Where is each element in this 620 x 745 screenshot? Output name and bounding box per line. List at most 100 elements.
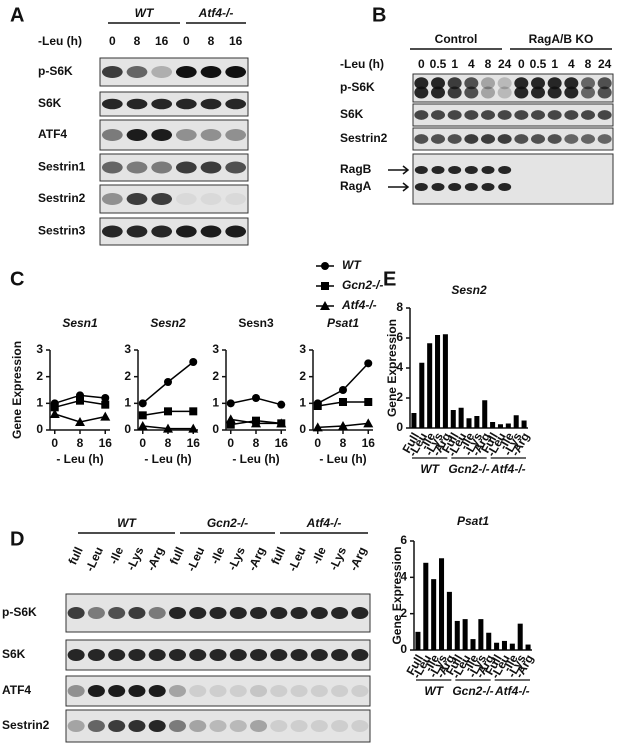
x-tick-label: 16 bbox=[187, 436, 201, 450]
blot-band bbox=[497, 110, 512, 120]
blot-band bbox=[128, 685, 146, 697]
y-tick-label: 2 bbox=[400, 606, 407, 620]
blot-band bbox=[148, 607, 166, 619]
x-tick-label: 16 bbox=[275, 436, 289, 450]
lane-label: -Ile bbox=[106, 544, 126, 566]
blot-band bbox=[128, 649, 146, 661]
bar bbox=[450, 410, 456, 428]
blot-band bbox=[151, 193, 173, 205]
row-label: RagA bbox=[340, 179, 372, 193]
bar bbox=[419, 362, 425, 428]
lane-label: -Arg bbox=[144, 545, 167, 573]
blot-band bbox=[67, 720, 85, 732]
blot-band bbox=[189, 649, 207, 661]
lane-label: 8 bbox=[208, 34, 215, 48]
lane-label: -Leu bbox=[83, 545, 106, 574]
panel-label: B bbox=[372, 4, 386, 26]
lane-label: full bbox=[268, 545, 288, 567]
bar bbox=[513, 415, 519, 428]
x-tick-label: 0 bbox=[314, 436, 321, 450]
bar bbox=[435, 335, 441, 428]
blot-band bbox=[331, 607, 349, 619]
blot-band bbox=[67, 649, 85, 661]
blot-band bbox=[229, 649, 247, 661]
point bbox=[276, 418, 287, 428]
blot-band bbox=[101, 193, 123, 205]
blot-band bbox=[514, 77, 529, 90]
blot-band bbox=[67, 607, 85, 619]
blot-box bbox=[412, 73, 614, 103]
row-label: S6K bbox=[340, 107, 364, 121]
y-tick-label: 6 bbox=[400, 533, 407, 547]
blot-band bbox=[189, 685, 207, 697]
legend-label: WT bbox=[342, 258, 362, 272]
lane-label: 4 bbox=[568, 57, 575, 71]
blot-band bbox=[67, 685, 85, 697]
blot-band bbox=[498, 183, 512, 191]
blot-band bbox=[126, 225, 148, 238]
blot-band bbox=[175, 98, 197, 110]
time-label: -Leu (h) bbox=[340, 57, 384, 71]
bar bbox=[482, 400, 488, 428]
blot-band bbox=[481, 86, 495, 99]
blot-band bbox=[209, 720, 227, 732]
point bbox=[137, 421, 148, 430]
blot-band bbox=[126, 98, 148, 110]
blot-band bbox=[101, 66, 123, 78]
y-tick-label: 4 bbox=[396, 360, 403, 374]
row-label: p-S6K bbox=[2, 605, 37, 619]
point bbox=[364, 359, 373, 368]
blot-band bbox=[168, 649, 186, 661]
blot-band bbox=[175, 66, 197, 78]
group-label: WT bbox=[420, 462, 440, 476]
blot-band bbox=[175, 225, 197, 238]
blot-band bbox=[547, 134, 562, 144]
point bbox=[338, 421, 348, 430]
point bbox=[189, 358, 198, 366]
y-tick-label: 8 bbox=[396, 300, 403, 314]
row-label: S6K bbox=[38, 96, 62, 110]
point bbox=[50, 403, 59, 412]
chart-title: Sesn1 bbox=[62, 316, 98, 330]
blot-band bbox=[431, 134, 445, 144]
blot-band bbox=[225, 66, 247, 78]
lane-label: full bbox=[65, 545, 85, 567]
point bbox=[49, 409, 60, 418]
blot-band bbox=[351, 720, 369, 732]
row-label: S6K bbox=[2, 647, 26, 661]
y-axis-label: Gene Expression bbox=[390, 546, 404, 644]
point bbox=[189, 407, 198, 416]
blot-band bbox=[464, 86, 479, 99]
blot-band bbox=[200, 193, 222, 205]
row-label: Sestrin2 bbox=[2, 718, 50, 732]
blot-band bbox=[581, 110, 595, 120]
chart-title: Sesn3 bbox=[238, 316, 274, 330]
blot-band bbox=[497, 77, 512, 90]
blot-band bbox=[151, 98, 173, 110]
y-tick-label: 2 bbox=[396, 390, 403, 404]
blot-band bbox=[225, 98, 247, 110]
blot-band bbox=[290, 720, 308, 732]
chart-title: Sesn2 bbox=[150, 316, 186, 330]
point bbox=[138, 399, 147, 408]
blot-band bbox=[351, 685, 369, 697]
lane-label: -Lys bbox=[326, 544, 349, 572]
lane-label: full bbox=[167, 545, 187, 567]
x-axis-label: - Leu (h) bbox=[56, 452, 103, 466]
y-tick-label: 2 bbox=[212, 369, 219, 383]
chart-title: Sesn2 bbox=[451, 283, 487, 297]
x-tick-label: 16 bbox=[362, 436, 376, 450]
blot-box bbox=[99, 57, 249, 87]
blot-box bbox=[412, 153, 614, 205]
blot-band bbox=[175, 193, 197, 205]
bar bbox=[478, 619, 484, 650]
y-axis-label: Gene Expression bbox=[10, 341, 24, 439]
lane-label: 0 bbox=[518, 57, 525, 71]
y-tick-label: 6 bbox=[396, 330, 403, 344]
group-label: Atf4-/- bbox=[490, 462, 526, 476]
blot-band bbox=[148, 720, 166, 732]
blot-box bbox=[412, 103, 614, 127]
blot-band bbox=[351, 607, 369, 619]
lane-label: 24 bbox=[498, 57, 512, 71]
blot-band bbox=[101, 225, 123, 238]
